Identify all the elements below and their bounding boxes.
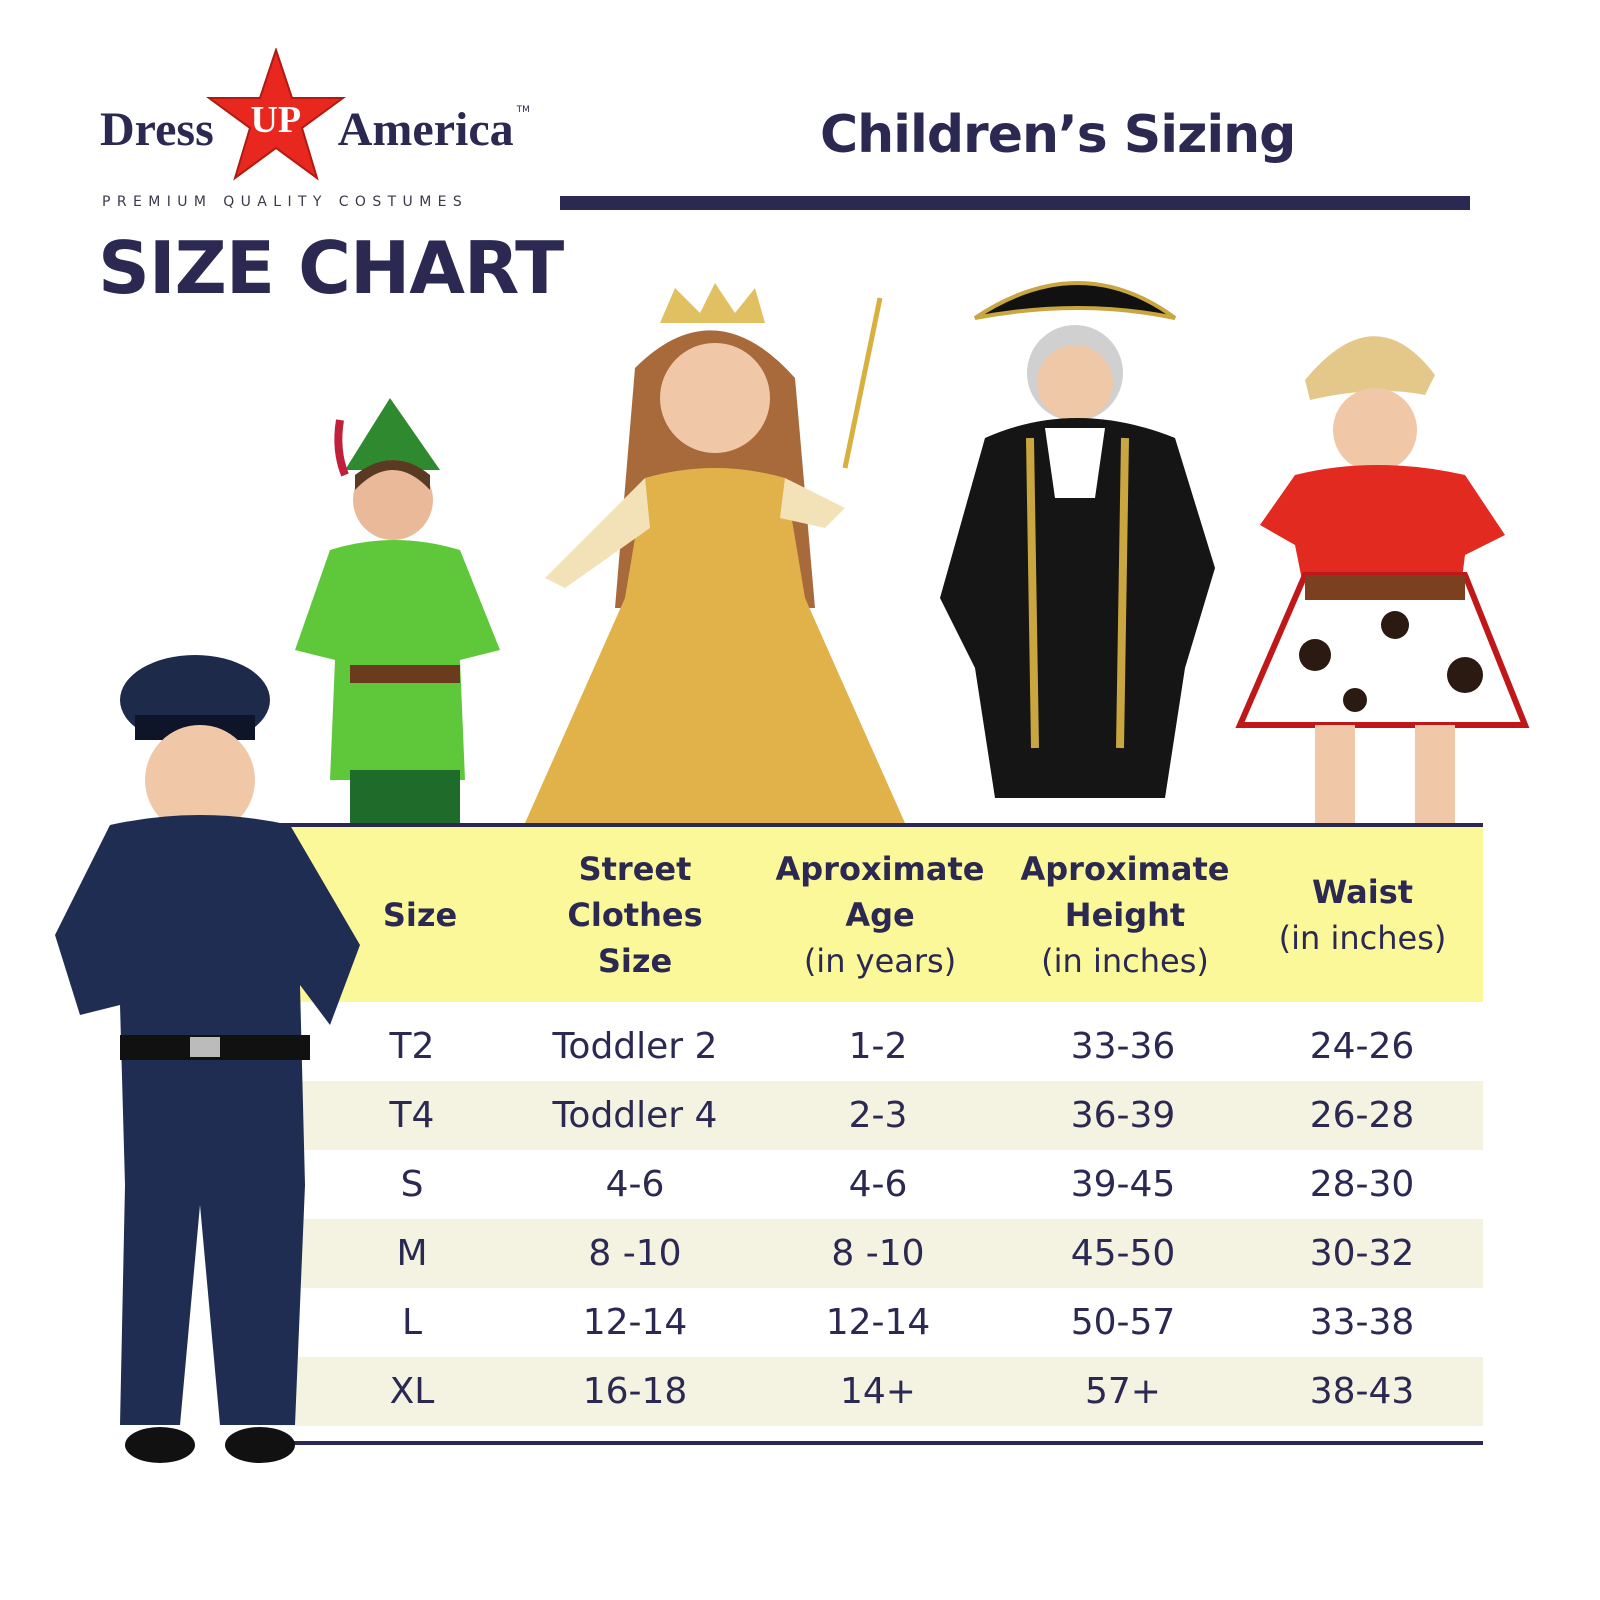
cell-height: 57+: [1085, 1371, 1161, 1412]
cell-height: 50-57: [1070, 1302, 1176, 1343]
peter-pan-costume-photo: [295, 398, 500, 825]
table-row: T2 Toddler 2 1-2 33-36 24-26: [270, 1012, 1483, 1081]
cell-waist: 26-28: [1309, 1095, 1415, 1136]
cell-size: S: [400, 1164, 424, 1205]
header-height: Aproximate Height (in inches): [1020, 849, 1230, 980]
cell-height: 45-50: [1070, 1233, 1176, 1274]
cell-age: 1-2: [848, 1026, 908, 1067]
cell-street-size: 8 -10: [588, 1233, 682, 1274]
cell-street-size: 12-14: [582, 1302, 688, 1343]
table-row: S 4-6 4-6 39-45 28-30: [270, 1150, 1483, 1219]
cell-size: T4: [389, 1095, 435, 1136]
table-row: M 8 -10 8 -10 45-50 30-32: [270, 1219, 1483, 1288]
police-costume-photo: [55, 655, 360, 1463]
star-icon: [205, 47, 346, 181]
trademark: TM: [516, 105, 530, 115]
header-age: Aproximate Age (in years): [775, 849, 985, 980]
cell-waist: 24-26: [1309, 1026, 1415, 1067]
section-title: Children’s Sizing: [820, 105, 1296, 165]
cell-street-size: Toddler 2: [552, 1026, 718, 1067]
table-row: T4 Toddler 4 2-3 36-39 26-28: [270, 1081, 1483, 1150]
cell-age: 14+: [840, 1371, 916, 1412]
colonial-costume-photo: [940, 281, 1215, 798]
princess-costume-photo: [525, 283, 905, 823]
logo-text-america: America: [337, 103, 514, 156]
cell-street-size: 16-18: [582, 1371, 688, 1412]
cell-waist: 28-30: [1309, 1164, 1415, 1205]
table-row: XL 16-18 14+ 57+ 38-43: [270, 1357, 1483, 1426]
size-table: Size Street Clothes Size Aproximate Age(…: [270, 823, 1483, 1445]
header-waist: Waist (in inches): [1278, 872, 1447, 957]
title-divider: [560, 196, 1470, 210]
cell-age: 8 -10: [831, 1233, 925, 1274]
cell-height: 39-45: [1070, 1164, 1176, 1205]
logo-star: UP: [205, 47, 346, 183]
cell-size: L: [401, 1302, 423, 1343]
tagline: PREMIUM QUALITY COSTUMES: [102, 194, 469, 210]
table-row: L 12-14 12-14 50-57 33-38: [270, 1288, 1483, 1357]
cell-size: M: [396, 1233, 428, 1274]
cell-size: T2: [389, 1026, 435, 1067]
brand-logo: Dress UP America TM: [100, 45, 530, 185]
table-header-row: Size Street Clothes Size Aproximate Age(…: [270, 827, 1483, 1002]
page-title: SIZE CHART: [98, 226, 564, 310]
cell-waist: 38-43: [1309, 1371, 1415, 1412]
header-size: Size: [382, 895, 458, 934]
table-bottom-border: [270, 1441, 1483, 1445]
cowgirl-costume-photo: [1235, 336, 1530, 825]
cell-age: 2-3: [848, 1095, 908, 1136]
cell-waist: 33-38: [1309, 1302, 1415, 1343]
logo-text-up: UP: [250, 99, 302, 141]
cell-height: 33-36: [1070, 1026, 1176, 1067]
table-top-border: [270, 823, 1483, 827]
cell-waist: 30-32: [1309, 1233, 1415, 1274]
cell-height: 36-39: [1070, 1095, 1176, 1136]
logo-text-dress: Dress: [100, 103, 214, 156]
cell-age: 4-6: [848, 1164, 908, 1205]
cell-age: 12-14: [825, 1302, 931, 1343]
cell-street-size: 4-6: [605, 1164, 665, 1205]
header-street-clothes-size: Street Clothes Size: [567, 849, 703, 980]
cell-street-size: Toddler 4: [552, 1095, 718, 1136]
cell-size: XL: [389, 1371, 435, 1412]
